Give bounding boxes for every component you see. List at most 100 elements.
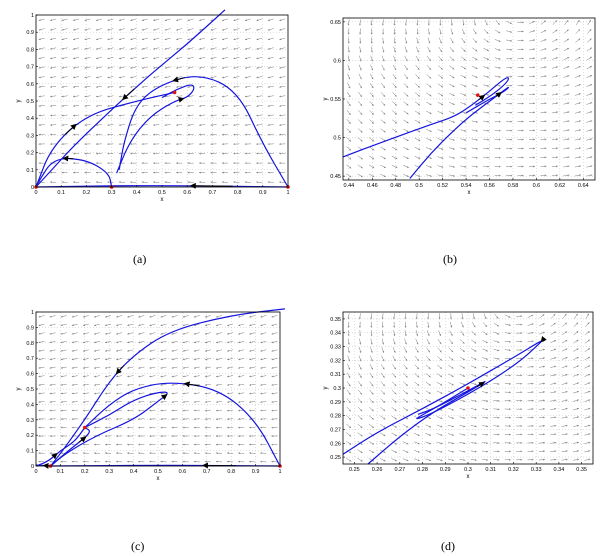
trajectory-direction-arrow xyxy=(177,96,185,103)
vector-field-arrow xyxy=(267,124,274,127)
vector-field-arrow xyxy=(437,74,443,79)
vector-field-arrow xyxy=(95,104,103,107)
vector-field-arrow xyxy=(403,119,409,124)
vector-field-arrow xyxy=(187,104,194,107)
vector-field-arrow xyxy=(267,57,274,60)
vector-field-arrow xyxy=(392,101,397,106)
vector-field-arrow xyxy=(550,382,557,385)
vector-field-arrow xyxy=(437,364,443,369)
y-tick-label: 0.2 xyxy=(26,433,34,439)
vector-field-arrow xyxy=(426,147,432,150)
vector-field-arrow xyxy=(392,92,397,97)
vector-field-arrow xyxy=(104,409,112,412)
vector-field-arrow xyxy=(204,400,211,403)
vector-field-arrow xyxy=(176,37,183,41)
vector-field-arrow xyxy=(369,364,374,370)
vector-field-arrow xyxy=(256,66,263,69)
vector-field-arrow xyxy=(182,400,189,403)
vector-field-arrow xyxy=(391,390,397,395)
x-tick-label: 0 xyxy=(34,469,37,475)
vector-field-arrow xyxy=(359,46,362,53)
vector-field-arrow xyxy=(271,323,278,327)
y-tick-label: 0.6 xyxy=(333,58,341,64)
vector-field-arrow xyxy=(138,366,145,369)
vector-field-arrow xyxy=(528,66,536,69)
vector-field-arrow xyxy=(540,57,547,60)
vector-field-arrow xyxy=(370,64,374,71)
y-tick-label: 0.1 xyxy=(26,168,34,174)
vector-field-arrow xyxy=(256,104,263,107)
vector-field-arrow xyxy=(221,28,228,31)
vector-field-arrow xyxy=(271,418,278,421)
vector-field-arrow xyxy=(461,313,464,320)
vector-field-arrow xyxy=(403,347,408,353)
vector-field-arrow xyxy=(233,85,240,88)
vector-field-arrow xyxy=(414,156,421,159)
vector-field-arrow xyxy=(572,424,580,427)
y-tick-label: 0.7 xyxy=(26,356,34,362)
vector-field-arrow xyxy=(93,358,100,361)
vector-field-arrow xyxy=(260,315,267,318)
vector-field-arrow xyxy=(550,450,557,453)
vector-field-arrow xyxy=(414,364,420,370)
vector-field-arrow xyxy=(198,95,206,98)
vector-field-arrow xyxy=(437,174,444,177)
trajectory-6 xyxy=(118,76,289,188)
vector-field-arrow xyxy=(460,56,466,61)
vector-field-arrow xyxy=(256,18,263,22)
vector-field-arrow xyxy=(256,47,263,50)
x-axis-label: x xyxy=(157,476,160,482)
trajectory-direction-arrow xyxy=(540,335,547,343)
vector-field-arrow xyxy=(437,165,444,168)
vector-field-arrow xyxy=(426,83,432,88)
vector-field-arrow xyxy=(391,458,398,462)
x-tick-label: 0.54 xyxy=(461,183,472,189)
vector-field-arrow xyxy=(472,38,478,43)
vector-field-arrow xyxy=(563,57,570,60)
vector-field-arrow xyxy=(84,37,91,41)
vector-field-arrow xyxy=(164,57,171,60)
vector-field-arrow xyxy=(72,85,80,88)
vector-field-arrow xyxy=(425,424,432,428)
vector-field-arrow xyxy=(470,374,477,377)
vector-field-arrow xyxy=(50,76,57,79)
vector-field-arrow xyxy=(279,114,286,117)
x-tick-label: 0.1 xyxy=(57,190,65,196)
vector-field-arrow xyxy=(450,37,454,44)
equilibrium-point xyxy=(466,386,470,390)
vector-field-arrow xyxy=(160,366,167,369)
vector-field-arrow xyxy=(153,104,160,107)
vector-field-arrow xyxy=(141,76,148,79)
vector-field-arrow xyxy=(380,381,385,387)
vector-field-arrow xyxy=(38,57,45,60)
vector-field-arrow xyxy=(483,156,490,159)
vector-field-arrow xyxy=(38,392,45,395)
vector-field-arrow xyxy=(494,147,501,150)
vector-field-arrow xyxy=(436,441,443,445)
vector-field-arrow xyxy=(267,76,274,79)
vector-field-arrow xyxy=(563,147,570,150)
x-tick-label: 0.35 xyxy=(576,467,587,473)
vector-field-arrow xyxy=(93,383,101,386)
vector-field-arrow xyxy=(127,392,134,395)
vector-field-arrow xyxy=(437,347,442,353)
vector-field-arrow xyxy=(459,356,466,361)
vector-field-arrow xyxy=(153,28,160,31)
vector-field-arrow xyxy=(221,47,228,50)
x-tick-label: 0.33 xyxy=(531,467,542,473)
vector-field-arrow xyxy=(249,392,256,395)
vector-field-arrow xyxy=(584,399,591,402)
vector-field-arrow xyxy=(215,349,222,352)
vector-field-arrow xyxy=(127,315,134,318)
vector-field-arrow xyxy=(438,56,443,61)
y-tick-label: 0.7 xyxy=(26,65,34,71)
vector-field-arrow xyxy=(561,348,568,352)
vector-field-arrow xyxy=(392,372,397,378)
vector-field-arrow xyxy=(193,315,200,318)
vector-field-arrow xyxy=(471,120,478,123)
vector-field-arrow xyxy=(391,174,398,177)
vector-field-arrow xyxy=(369,389,374,395)
vector-field-arrow xyxy=(176,18,183,22)
vector-field-arrow xyxy=(586,56,592,61)
vector-field-arrow xyxy=(483,75,490,78)
